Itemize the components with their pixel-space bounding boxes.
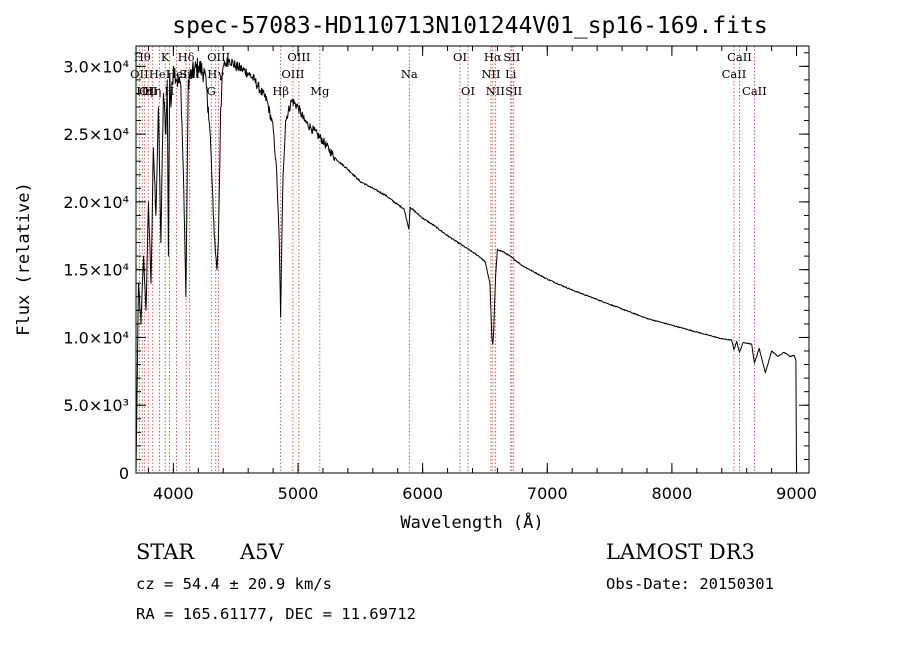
x-axis: 4000 5000 6000 7000 8000 9000 (147, 46, 817, 503)
y-tick-label: 1.5×10⁴ (63, 261, 129, 280)
chart-title: spec-57083-HD110713N101244V01_sp16-169.f… (172, 13, 767, 39)
line-marker-label-26: SII (505, 84, 522, 98)
x-tick-label: 9000 (776, 484, 817, 503)
x-tick-label: 8000 (652, 484, 693, 503)
x-tick-label: 7000 (527, 484, 568, 503)
line-marker-label-21: NII (481, 67, 500, 81)
line-marker-label-18: Na (401, 67, 418, 81)
line-marker-label-4: Hη (144, 84, 161, 98)
line-marker-label-2: Hη (136, 84, 153, 98)
line-marker-label-0: OII (130, 67, 149, 81)
line-marker-label-27: CaII (722, 67, 747, 81)
line-marker-label-15: OIII (281, 67, 304, 81)
line-marker-label-28: CaII (727, 50, 752, 64)
redshift-cz: cz = 54.4 ± 20.9 km/s (136, 575, 332, 593)
y-tick-label: 5.0×10³ (63, 396, 129, 415)
x-tick-label: 4000 (153, 484, 194, 503)
line-marker-label-3: OII (139, 84, 158, 98)
line-marker-label-20: OI (461, 84, 475, 98)
y-tick-label: 0 (119, 464, 129, 483)
line-marker-label-23: NII (486, 84, 505, 98)
line-marker-label-19: OI (453, 50, 467, 64)
line-marker-label-14: Hβ (272, 84, 289, 98)
line-marker-label-9: Hδ (178, 50, 195, 64)
survey-name: LAMOST DR3 (606, 540, 755, 564)
line-marker-label-12: Hγ (207, 67, 224, 81)
x-tick-label: 6000 (402, 484, 443, 503)
line-marker-label-13: OIII (207, 50, 230, 64)
line-marker-label-6: K (161, 50, 170, 64)
y-tick-label: 3.0×10⁴ (63, 57, 129, 76)
spectrum-series (135, 57, 797, 474)
coordinates: RA = 165.61177, DEC = 11.69712 (136, 605, 416, 623)
plot-frame (135, 45, 810, 474)
spectral-line-markers: OIIHθHηOIIHηHeIKHHeIHδSiIIGHγOIIIHβOIIIO… (130, 46, 767, 473)
line-marker-label-1: Hθ (134, 50, 151, 64)
line-marker-label-25: SII (503, 50, 520, 64)
line-marker-label-29: CaII (742, 84, 767, 98)
x-axis-label: Wavelength (Å) (400, 511, 543, 533)
series-line-spectrum (135, 57, 797, 474)
line-marker-label-24: Li (505, 67, 517, 81)
line-marker-label-17: Mg (310, 84, 330, 98)
line-marker-label-8: HeI (166, 67, 187, 81)
y-tick-label: 2.5×10⁴ (63, 125, 129, 144)
observation-date: Obs-Date: 20150301 (606, 575, 774, 593)
y-axis-label: Flux (relative) (14, 182, 34, 336)
object-subclass: A5V (239, 540, 285, 564)
y-axis: 0 5.0×10³ 1.0×10⁴ 1.5×10⁴ 2.0×10⁴ 2.5×10⁴ 3.0×… (63, 52, 809, 483)
y-tick-label: 2.0×10⁴ (63, 193, 129, 212)
line-marker-label-16: OIII (287, 50, 310, 64)
object-class: STAR (136, 540, 195, 564)
x-tick-label: 5000 (278, 484, 319, 503)
line-marker-label-22: Hα (484, 50, 502, 64)
line-marker-label-11: G (207, 84, 216, 98)
y-tick-label: 1.0×10⁴ (63, 328, 129, 347)
